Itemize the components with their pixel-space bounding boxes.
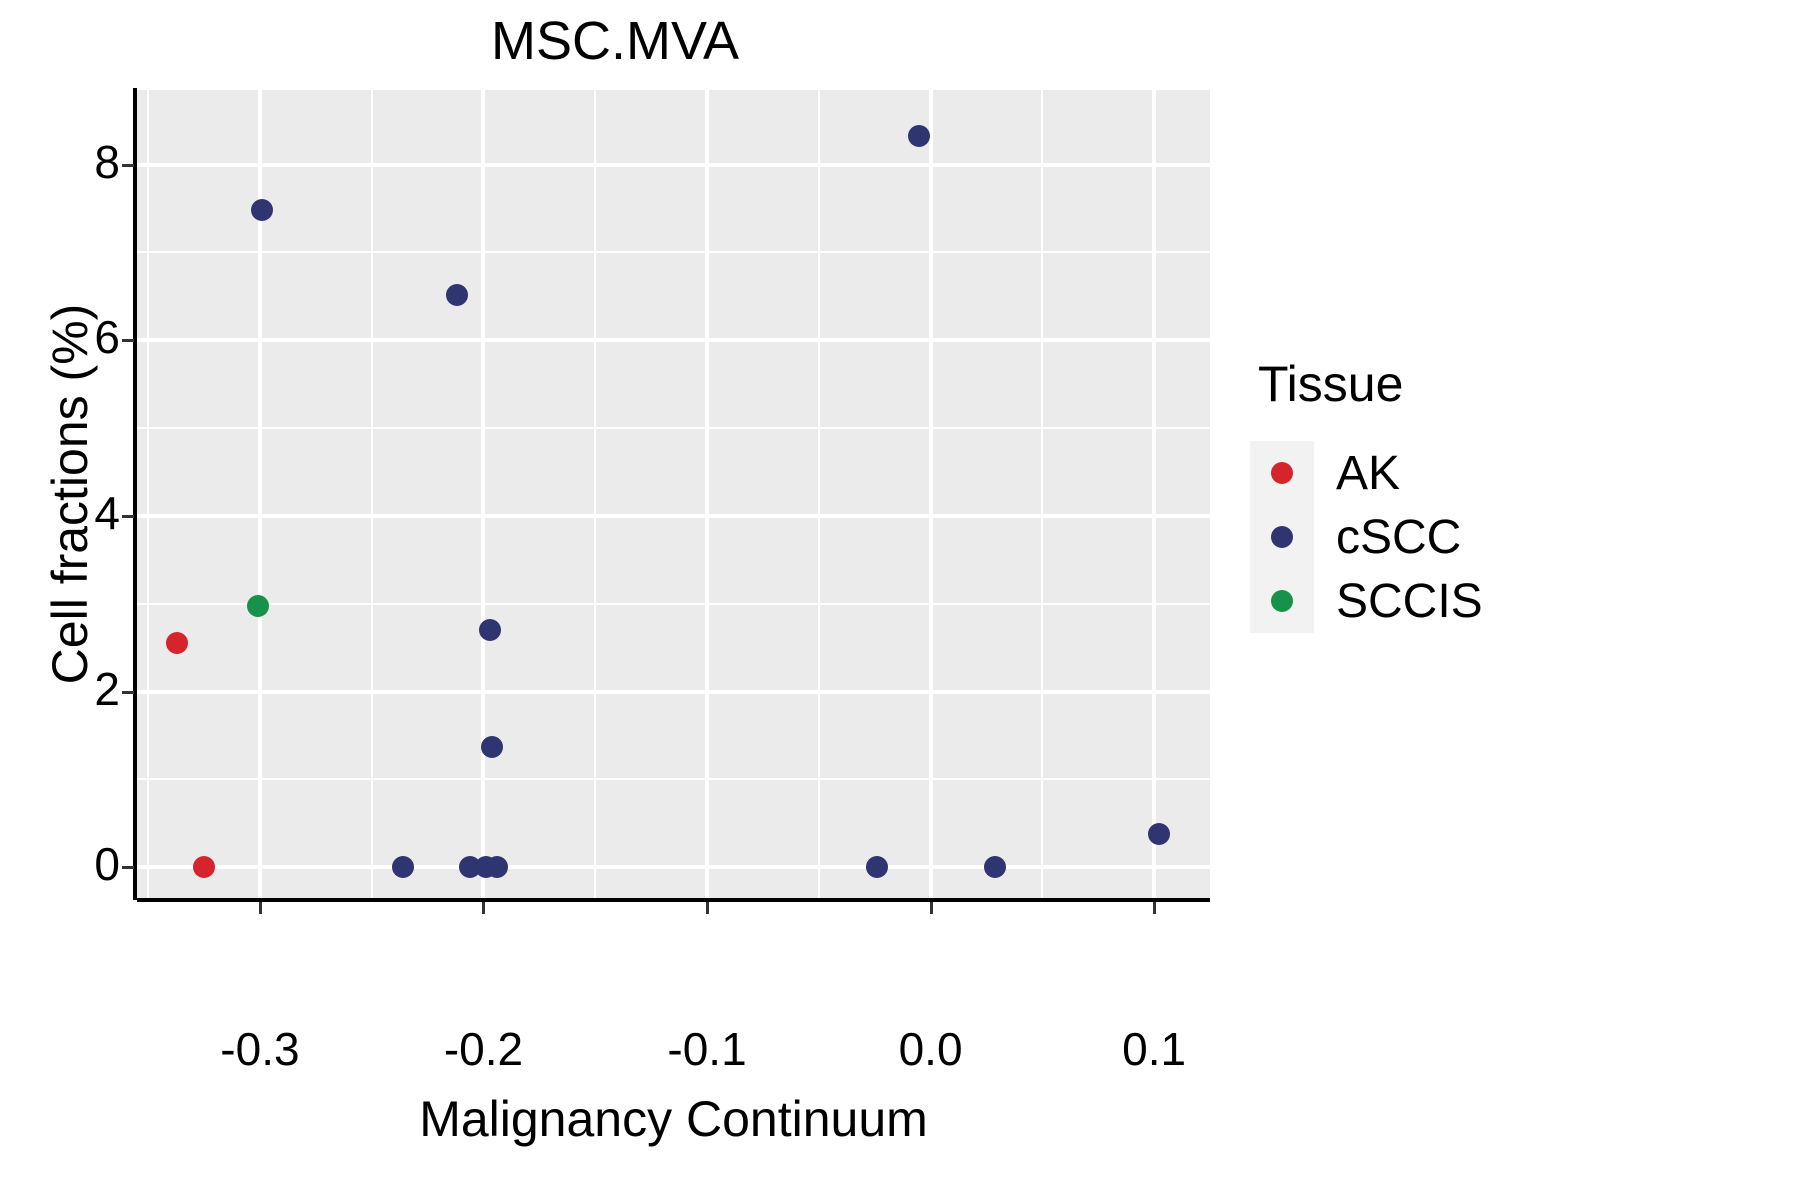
gridline-minor-vertical bbox=[370, 90, 373, 898]
x-tick-mark bbox=[1153, 902, 1157, 914]
y-tick-label: 4 bbox=[94, 486, 120, 539]
gridline-major-horizontal bbox=[137, 689, 1210, 694]
gridline-major-vertical bbox=[705, 90, 710, 898]
y-tick-label: 8 bbox=[94, 135, 120, 188]
gridline-major-vertical bbox=[481, 90, 486, 898]
legend-dot-icon bbox=[1271, 462, 1293, 484]
gridline-major-vertical bbox=[1152, 90, 1157, 898]
legend-items: AK cSCC SCCIS bbox=[1250, 441, 1650, 633]
legend-key-swatch bbox=[1250, 505, 1314, 569]
x-axis-line bbox=[137, 898, 1210, 902]
legend-item-cscc[interactable]: cSCC bbox=[1250, 505, 1650, 569]
gridline-minor-horizontal bbox=[137, 602, 1210, 605]
legend-title: Tissue bbox=[1258, 356, 1404, 412]
y-tick-label: 6 bbox=[94, 311, 120, 364]
legend-dot-icon bbox=[1271, 590, 1293, 612]
plot-panel bbox=[137, 90, 1210, 898]
y-tick-mark bbox=[122, 163, 134, 167]
data-point-cscc bbox=[485, 856, 508, 879]
gridline-major-horizontal bbox=[137, 865, 1210, 870]
gridline-minor-vertical bbox=[817, 90, 820, 898]
x-tick-label: -0.1 bbox=[667, 1023, 747, 1075]
x-tick-label: -0.3 bbox=[220, 1023, 300, 1075]
legend-key-swatch bbox=[1250, 569, 1314, 633]
y-tick-mark bbox=[122, 690, 134, 694]
data-point-cscc bbox=[908, 124, 931, 147]
gridline-major-vertical bbox=[257, 90, 262, 898]
x-tick-label: -0.2 bbox=[443, 1023, 524, 1075]
legend-item-sccis[interactable]: SCCIS bbox=[1250, 569, 1650, 633]
legend-item-ak[interactable]: AK bbox=[1250, 441, 1650, 505]
y-axis-title: Cell fractions (%) bbox=[42, 303, 98, 685]
gridline-major-horizontal bbox=[137, 513, 1210, 518]
gridline-major-horizontal bbox=[137, 162, 1210, 167]
legend-item-label: SCCIS bbox=[1336, 574, 1483, 628]
x-tick-mark bbox=[482, 902, 486, 914]
data-point-cscc bbox=[251, 199, 274, 222]
gridline-minor-vertical bbox=[594, 90, 597, 898]
data-point-sccis bbox=[246, 595, 269, 618]
gridline-minor-horizontal bbox=[137, 427, 1210, 430]
y-tick-mark bbox=[122, 514, 134, 518]
y-tick-label: 2 bbox=[94, 662, 120, 715]
legend: Tissue AK cSCC SCCIS bbox=[1250, 355, 1650, 633]
data-point-cscc bbox=[1147, 822, 1170, 845]
gridline-major-vertical bbox=[928, 90, 933, 898]
x-axis-title: Malignancy Continuum bbox=[419, 1091, 928, 1147]
legend-item-label: AK bbox=[1336, 446, 1401, 500]
y-tick-mark bbox=[122, 866, 134, 870]
data-point-cscc bbox=[865, 856, 888, 879]
x-tick-mark bbox=[706, 902, 710, 914]
gridline-major-horizontal bbox=[137, 338, 1210, 343]
data-point-ak bbox=[166, 632, 189, 655]
data-point-cscc bbox=[481, 735, 504, 758]
data-point-cscc bbox=[445, 283, 468, 306]
legend-item-label: cSCC bbox=[1336, 510, 1462, 564]
gridline-minor-vertical bbox=[147, 90, 150, 898]
data-point-cscc bbox=[479, 619, 502, 642]
gridline-minor-horizontal bbox=[137, 778, 1210, 781]
legend-dot-icon bbox=[1271, 526, 1293, 548]
x-tick-label: 0.0 bbox=[898, 1023, 963, 1075]
gridline-minor-vertical bbox=[1041, 90, 1044, 898]
legend-key-swatch bbox=[1250, 441, 1314, 505]
data-point-cscc bbox=[392, 856, 414, 879]
y-tick-label: 0 bbox=[94, 838, 120, 891]
x-tick-mark bbox=[258, 902, 262, 914]
x-tick-mark bbox=[929, 902, 933, 914]
data-point-ak bbox=[193, 856, 216, 879]
y-axis-line bbox=[133, 88, 137, 900]
gridline-minor-horizontal bbox=[137, 251, 1210, 254]
data-point-cscc bbox=[984, 856, 1007, 879]
page-title: MSC.MVA bbox=[490, 11, 739, 71]
y-tick-mark bbox=[122, 339, 134, 343]
x-tick-label: 0.1 bbox=[1122, 1023, 1187, 1075]
